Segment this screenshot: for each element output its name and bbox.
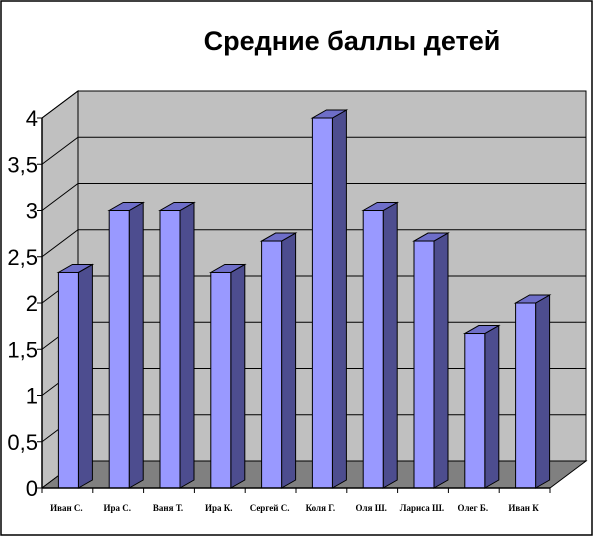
x-tick-label: Иван С. [50, 503, 83, 513]
y-tick-label: 0,5 [7, 430, 38, 455]
y-tick-label: 1,5 [7, 337, 38, 362]
y-tick-label: 2 [26, 291, 38, 316]
bar [412, 232, 450, 489]
bar-front [311, 117, 333, 489]
bar-side [535, 294, 551, 489]
chart-title: Средние баллы детей [204, 26, 501, 56]
x-tick-label: Лариса Ш. [400, 503, 444, 513]
bar [208, 263, 247, 489]
x-tick-label: Ира С. [103, 503, 131, 513]
bar-side [230, 263, 246, 489]
bar-side [281, 232, 297, 489]
bar [361, 201, 400, 489]
bars [56, 109, 552, 489]
x-tick-label: Коля Г. [306, 503, 336, 513]
y-axis: 0 0,5 1 1,5 2 2,5 3 3,5 4 [7, 106, 43, 501]
y-tick-label: 1 [26, 384, 38, 409]
x-tick-label: Иван К [508, 503, 539, 513]
bar-side [382, 201, 398, 489]
bar-side [77, 263, 93, 489]
bar-side [179, 201, 195, 489]
bar [462, 324, 501, 489]
gridline [41, 90, 586, 119]
bar-side [128, 201, 144, 489]
y-tick-label: 3 [26, 199, 38, 224]
bar-front [108, 210, 130, 489]
x-tick-label: Ира К. [205, 503, 233, 513]
bar [56, 263, 95, 489]
bar-front [159, 210, 181, 489]
bar-front [210, 271, 232, 489]
bar [158, 201, 196, 489]
y-tick-label: 0 [26, 476, 38, 501]
bar-front [57, 271, 79, 489]
bar [513, 294, 552, 489]
x-tick-label: Оля Ш. [356, 503, 387, 513]
x-tick-label: Ваня Т. [153, 503, 183, 513]
bar-front [261, 240, 283, 489]
bar [259, 232, 298, 489]
bar-front [515, 302, 537, 489]
y-tick-label: 3,5 [7, 152, 38, 177]
gridline [41, 183, 586, 211]
bar-side [331, 109, 347, 489]
x-tick-label: Олег Б. [458, 503, 489, 513]
x-axis: Иван С. Ира С. Ваня Т. Ира К. Сергей С. Коля … [41, 487, 551, 513]
bar-side [433, 232, 449, 489]
bar [310, 109, 349, 489]
y-tick-label: 2,5 [7, 245, 38, 270]
bar [107, 201, 146, 489]
y-tick-label: 4 [26, 106, 38, 131]
bar-front [464, 333, 486, 489]
bar-side [484, 324, 500, 489]
gridline [41, 229, 586, 258]
gridline [41, 136, 586, 165]
bar-front [362, 210, 384, 489]
x-tick-label: Сергей С. [250, 503, 290, 513]
bar-front [413, 240, 435, 489]
